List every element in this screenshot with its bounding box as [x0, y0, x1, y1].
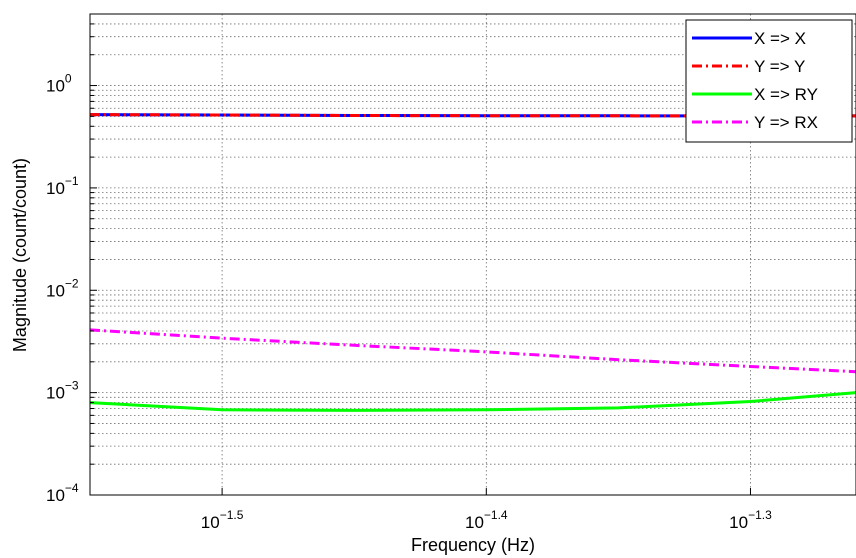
legend-label: Y => RX — [754, 113, 818, 132]
y-tick-label: 100 — [46, 72, 72, 96]
x-tick-label: 10−1.5 — [201, 508, 244, 532]
y-tick-label: 10−4 — [46, 481, 79, 505]
y-tick-labels: 100 10−1 10−2 10−3 10−4 — [46, 72, 79, 505]
y-tick-label: 10−3 — [46, 379, 79, 403]
tick-marks — [90, 13, 751, 496]
legend-label: X => RY — [754, 85, 818, 104]
x-tick-labels: 10−1.610−1.510−1.410−1.3 — [201, 508, 772, 532]
y-tick-label: 10−1 — [46, 174, 79, 198]
plot-frame — [89, 13, 856, 496]
y-axis-label: Magnitude (count/count) — [10, 158, 30, 352]
y-tick-label: 10−2 — [46, 276, 79, 300]
x-axis-label: Frequency (Hz) — [411, 535, 535, 555]
series-line-y-rx — [89, 328, 856, 374]
legend: X => X Y => Y X => RY Y => RX — [685, 19, 853, 143]
x-tick-label: 10−1.3 — [729, 508, 772, 532]
series-line-x-ry — [89, 391, 856, 412]
x-tick-label: 10−1.4 — [465, 508, 508, 532]
legend-label: Y => Y — [754, 57, 805, 76]
legend-label: X => X — [754, 29, 806, 48]
